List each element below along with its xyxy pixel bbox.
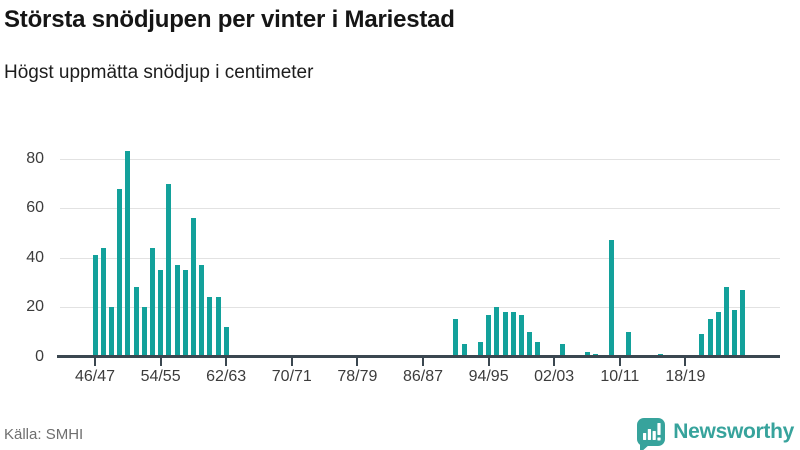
x-axis-tick-label: 86/87 <box>402 367 444 385</box>
bar-93/94 <box>477 341 483 359</box>
bar-46/47 <box>92 255 98 359</box>
x-axis-tick-label: 10/11 <box>600 367 640 385</box>
brand-logo: Newsworthy <box>637 414 794 450</box>
source-note: Källa: SMHI <box>4 426 84 443</box>
bar-60/61 <box>207 297 213 359</box>
bar-48/49 <box>108 307 114 359</box>
x-axis-tick-label: 18/19 <box>665 367 706 385</box>
bar-09/10 <box>609 240 615 359</box>
bar-21/22 <box>707 319 713 359</box>
x-axis-tick <box>225 356 228 366</box>
bar-22/23 <box>715 312 721 359</box>
bar-57/58 <box>182 270 188 359</box>
bar-55/56 <box>166 183 172 359</box>
gridline-y20 <box>60 307 780 309</box>
badge-tail <box>640 444 651 450</box>
x-axis-tick <box>618 356 621 366</box>
bar-54/55 <box>158 270 164 359</box>
y-axis-tick-label: 0 <box>35 347 44 365</box>
x-axis-line <box>57 355 780 358</box>
bar-24/25 <box>732 309 738 359</box>
gridline-y60 <box>60 208 780 210</box>
bar-98/99 <box>518 314 524 359</box>
bar-62/63 <box>223 326 229 359</box>
bar-95/96 <box>494 307 500 359</box>
mini-barchart-icon <box>643 423 661 441</box>
bar-03/04 <box>559 344 565 359</box>
bar-20/21 <box>699 334 705 359</box>
y-axis-tick-label: 40 <box>26 248 44 266</box>
bar-49/50 <box>117 188 123 359</box>
y-axis-tick-label: 80 <box>26 149 44 167</box>
bar-25/26 <box>740 289 746 359</box>
bar-94/95 <box>486 314 492 359</box>
x-axis-tick <box>290 356 293 366</box>
bar-97/98 <box>510 312 516 359</box>
brand-name: Newsworthy <box>673 420 794 443</box>
bar-11/12 <box>625 331 631 359</box>
x-axis-tick <box>684 356 687 366</box>
bar-50/51 <box>125 151 131 359</box>
x-axis-tick-label: 62/63 <box>206 367 247 385</box>
x-axis-tick-label: 78/79 <box>337 367 378 385</box>
gridline-y40 <box>60 257 780 259</box>
x-axis-tick <box>356 356 359 366</box>
x-axis-tick <box>159 356 162 366</box>
bar-90/91 <box>453 319 459 359</box>
x-axis-tick <box>94 356 96 366</box>
bar-91/92 <box>461 344 467 359</box>
bar-47/48 <box>100 247 106 359</box>
bar-99/00 <box>527 331 533 359</box>
x-axis-tick <box>553 356 556 366</box>
bar-23/24 <box>723 287 729 359</box>
chart-subtitle: Högst uppmätta snödjup i centimeter <box>4 62 314 83</box>
bar-58/59 <box>190 218 196 359</box>
bar-61/62 <box>215 297 221 359</box>
bar-00/01 <box>535 341 541 359</box>
bar-52/53 <box>141 307 147 359</box>
x-axis-tick-label: 02/03 <box>534 367 575 385</box>
newsworthy-badge-icon <box>637 418 666 450</box>
x-axis-tick <box>487 356 490 366</box>
bar-96/97 <box>502 312 508 359</box>
x-axis-tick <box>422 356 424 366</box>
x-axis-tick-label: 94/95 <box>468 367 509 385</box>
x-axis-tick-label: 46/47 <box>74 367 116 385</box>
y-axis-tick-label: 20 <box>26 298 44 316</box>
x-axis-tick-label: 70/71 <box>271 367 312 385</box>
gridline-y80 <box>60 158 780 160</box>
bar-59/60 <box>199 265 205 359</box>
bar-56/57 <box>174 265 180 359</box>
chart-title: Största snödjupen per vinter i Mariestad <box>4 6 455 33</box>
bar-53/54 <box>149 247 155 359</box>
y-axis-tick-label: 60 <box>26 199 44 217</box>
bar-51/52 <box>133 287 139 359</box>
x-axis-tick-label: 54/55 <box>140 367 181 385</box>
